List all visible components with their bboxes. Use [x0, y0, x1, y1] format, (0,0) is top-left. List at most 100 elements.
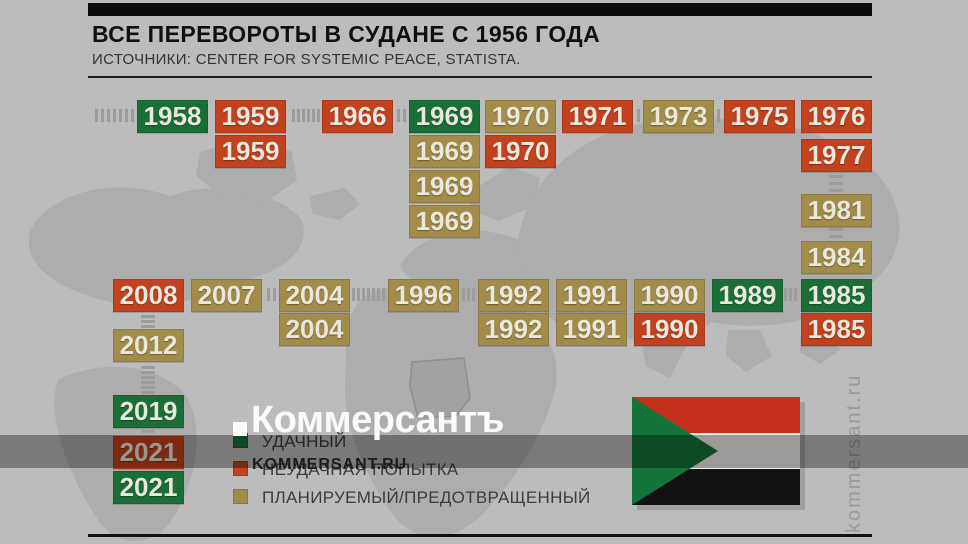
- gap-tick: [829, 182, 843, 185]
- year-badge-2008: 2008: [113, 279, 184, 312]
- year-badge-1976: 1976: [801, 100, 872, 133]
- legend-swatch-failed: [233, 461, 248, 476]
- year-badge-1991: 1991: [556, 313, 627, 346]
- gap-tick: [273, 288, 276, 301]
- gap-tick: [95, 109, 98, 122]
- gap-tick: [829, 175, 843, 178]
- year-badge-1970: 1970: [485, 100, 556, 133]
- year-badge-1984: 1984: [801, 241, 872, 274]
- gap-tick: [101, 109, 104, 122]
- watermark-band: [0, 435, 968, 468]
- gap-tick: [113, 109, 116, 122]
- gap-tick: [141, 315, 155, 318]
- gap-tick: [397, 109, 400, 122]
- gap-tick: [403, 109, 406, 122]
- gap-tick: [717, 109, 720, 122]
- year-badge-1969: 1969: [409, 100, 480, 133]
- kommersant-logo-square: [233, 422, 247, 436]
- top-bar: [88, 3, 872, 16]
- map-north-america: [28, 187, 304, 306]
- gap-tick: [302, 109, 305, 122]
- year-badge-1959: 1959: [215, 100, 286, 133]
- year-badge-1969: 1969: [409, 135, 480, 168]
- gap-tick: [131, 109, 134, 122]
- year-badge-2019: 2019: [113, 395, 184, 428]
- year-badge-1966: 1966: [322, 100, 393, 133]
- gap-tick: [107, 109, 110, 122]
- year-badge-1990: 1990: [634, 279, 705, 312]
- legend-swatch-planned: [233, 489, 248, 504]
- gap-tick: [467, 288, 470, 301]
- gap-tick: [312, 109, 315, 122]
- gap-tick: [141, 376, 155, 379]
- gap-tick: [307, 109, 310, 122]
- gap-tick: [372, 288, 375, 301]
- gap-tick: [125, 109, 128, 122]
- gap-tick: [362, 288, 365, 301]
- gap-tick: [317, 109, 320, 122]
- gap-tick: [352, 288, 355, 301]
- year-badge-2007: 2007: [191, 279, 262, 312]
- gap-tick: [829, 228, 843, 231]
- year-badge-1991: 1991: [556, 279, 627, 312]
- year-badge-2004: 2004: [279, 279, 350, 312]
- gap-tick: [141, 325, 155, 328]
- year-badge-1990: 1990: [634, 313, 705, 346]
- flag-green-triangle: [632, 397, 718, 505]
- gap-tick: [141, 430, 155, 433]
- bottom-rule: [88, 534, 872, 537]
- year-badge-1975: 1975: [724, 100, 795, 133]
- map-europe: [400, 230, 542, 293]
- gap-tick: [829, 235, 843, 238]
- gap-tick: [784, 288, 787, 301]
- sources-line: ИСТОЧНИКИ: CENTER FOR SYSTEMIC PEACE, ST…: [92, 51, 521, 68]
- year-badge-2012: 2012: [113, 329, 184, 362]
- map-sudan: [409, 357, 471, 419]
- gap-tick: [119, 109, 122, 122]
- year-badge-1992: 1992: [478, 279, 549, 312]
- legend-label: УДАЧНЫЙ: [262, 432, 347, 451]
- gap-tick: [141, 386, 155, 389]
- year-badge-1958: 1958: [137, 100, 208, 133]
- gap-tick: [141, 391, 155, 394]
- gap-tick: [141, 366, 155, 369]
- year-badge-2021: 2021: [113, 436, 184, 469]
- year-badge-2004: 2004: [279, 313, 350, 346]
- year-badge-1985: 1985: [801, 279, 872, 312]
- gap-tick: [267, 288, 270, 301]
- gap-tick: [297, 109, 300, 122]
- gap-tick: [789, 288, 792, 301]
- kommersant-ru-watermark: KOMMERSANT.RU: [252, 456, 408, 473]
- gap-tick: [382, 288, 385, 301]
- gap-tick: [637, 109, 640, 122]
- year-badge-1977: 1977: [801, 139, 872, 172]
- year-badge-1959: 1959: [215, 135, 286, 168]
- year-badge-1969: 1969: [409, 170, 480, 203]
- gap-tick: [794, 288, 797, 301]
- year-badge-1969: 1969: [409, 205, 480, 238]
- year-badge-1970: 1970: [485, 135, 556, 168]
- kommersant-vertical-watermark: kommersant.ru: [843, 373, 865, 533]
- gap-tick: [141, 320, 155, 323]
- year-badge-1973: 1973: [643, 100, 714, 133]
- gap-tick: [367, 288, 370, 301]
- year-badge-1971: 1971: [562, 100, 633, 133]
- gap-tick: [462, 288, 465, 301]
- year-badge-1985: 1985: [801, 313, 872, 346]
- gap-tick: [829, 189, 843, 192]
- year-badge-1992: 1992: [478, 313, 549, 346]
- header-rule: [88, 76, 872, 78]
- gap-tick: [357, 288, 360, 301]
- year-badge-1996: 1996: [388, 279, 459, 312]
- gap-tick: [141, 371, 155, 374]
- gap-tick: [377, 288, 380, 301]
- legend-swatch-success: [233, 433, 248, 448]
- year-badge-1989: 1989: [712, 279, 783, 312]
- year-badge-1981: 1981: [801, 194, 872, 227]
- year-badge-2021: 2021: [113, 471, 184, 504]
- sudan-flag: [632, 397, 800, 505]
- page-title: ВСЕ ПЕРЕВОРОТЫ В СУДАНЕ С 1956 ГОДА: [92, 21, 601, 47]
- legend-label: ПЛАНИРУЕМЫЙ/ПРЕДОТВРАЩЕННЫЙ: [262, 488, 591, 507]
- kommersant-logo: Коммерсантъ: [251, 399, 504, 441]
